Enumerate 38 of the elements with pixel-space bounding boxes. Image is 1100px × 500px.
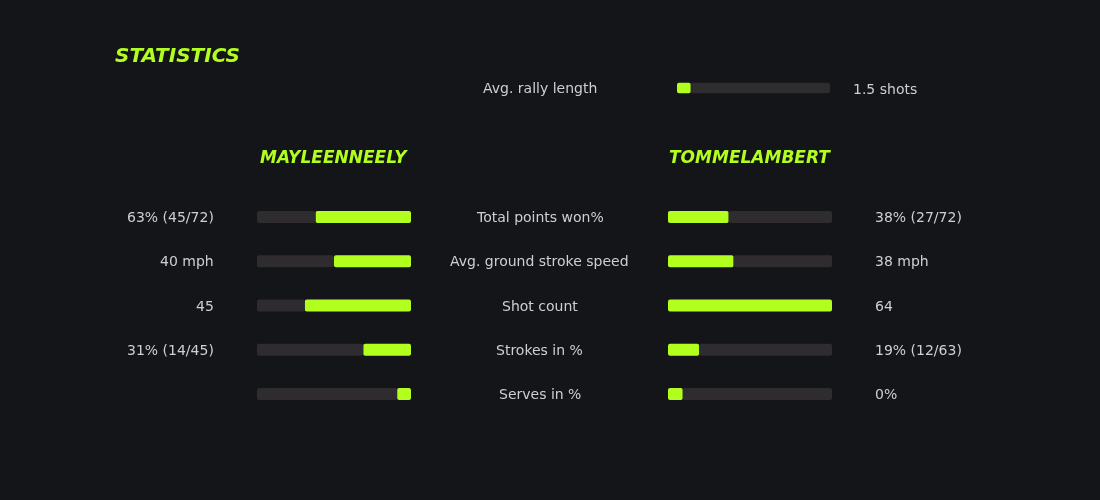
y-tick-label: Shot count [502,298,579,314]
text: 38% (27/72) [875,209,962,225]
bar [304,299,411,312]
bar [315,211,411,224]
bar [668,211,729,224]
text: 31% (14/45) [127,342,214,358]
bar [334,255,411,268]
text: 63% (45/72) [127,209,214,225]
text: 0% [875,386,898,402]
bar [257,299,305,312]
bar [668,255,734,268]
text: 38 mph [875,253,929,269]
text: 40 mph [160,253,214,269]
bar [668,299,832,312]
bar [668,343,700,356]
y-tick-label: Total points won% [476,209,604,225]
bar [257,255,334,268]
y-tick-label: Avg. ground stroke speed [450,253,629,269]
bar [257,343,364,356]
bar [682,388,832,400]
text: MAYLEENNEELY [260,147,409,167]
bar [257,211,316,224]
bar [363,343,411,356]
text: 45 [196,298,214,314]
bar [397,388,411,400]
text: 1.5 shots [853,81,918,97]
bar [699,343,832,356]
text: TOMMELAMBERT [669,147,832,167]
text: 19% (12/63) [875,342,962,358]
y-tick-label: Serves in % [499,386,582,402]
bar [728,211,832,224]
y-tick-label: Strokes in % [496,342,583,358]
bar [668,388,683,400]
y-tick-label: Avg. rally length [483,80,598,96]
bar [257,388,398,400]
text: 64 [875,298,893,314]
bar [733,255,832,268]
chart-title: STATISTICS [115,43,240,67]
